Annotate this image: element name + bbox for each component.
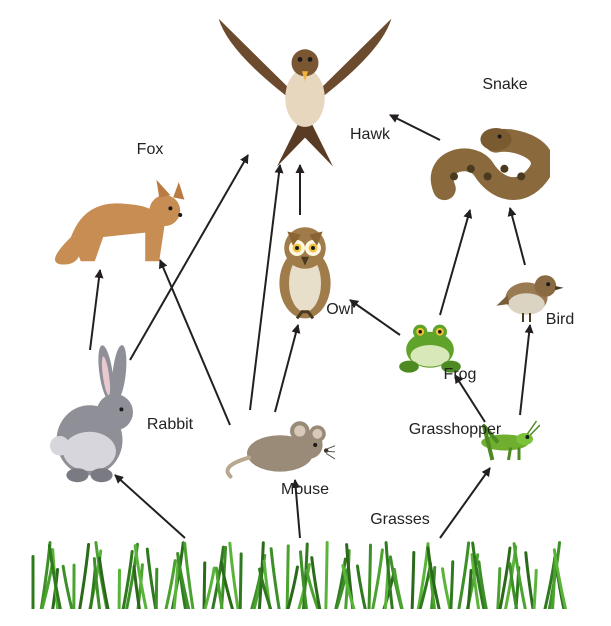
node-fox: [50, 160, 190, 270]
food-web-diagram: Hawk Snake Fox Owl Bird Frog Rabbit Mouse Grassh…: [0, 0, 611, 626]
label-grasses: Grasses: [370, 511, 430, 529]
node-snake: [430, 118, 550, 213]
label-snake: Snake: [482, 76, 527, 94]
edge-rabbit-to-fox: [90, 270, 100, 350]
edge-mouse-to-owl: [275, 325, 298, 412]
label-bird: Bird: [546, 311, 574, 329]
edge-mouse-to-fox: [160, 260, 230, 425]
label-grasshopper: Grasshopper: [409, 421, 502, 439]
edge-frog-to-snake: [440, 210, 470, 315]
fox-icon: [50, 160, 190, 270]
mouse-icon: [225, 410, 335, 480]
grasses-icon: [30, 539, 570, 609]
label-owl: Owl: [326, 301, 354, 319]
node-mouse: [225, 410, 335, 480]
label-rabbit: Rabbit: [147, 416, 193, 434]
node-grasses: [30, 539, 570, 609]
snake-icon: [430, 118, 550, 213]
edge-bird-to-snake: [510, 208, 525, 265]
rabbit-icon: [40, 345, 150, 485]
label-hawk: Hawk: [350, 126, 390, 144]
edge-frog-to-owl: [350, 300, 400, 335]
edge-grasshopper-to-bird: [520, 325, 530, 415]
hawk-icon: [215, 5, 395, 175]
node-hawk: [215, 5, 395, 175]
label-fox: Fox: [137, 141, 164, 159]
node-rabbit: [40, 345, 150, 485]
label-frog: Frog: [444, 366, 477, 384]
edge-grasses-to-grasshopper: [440, 468, 490, 538]
label-mouse: Mouse: [281, 481, 329, 499]
